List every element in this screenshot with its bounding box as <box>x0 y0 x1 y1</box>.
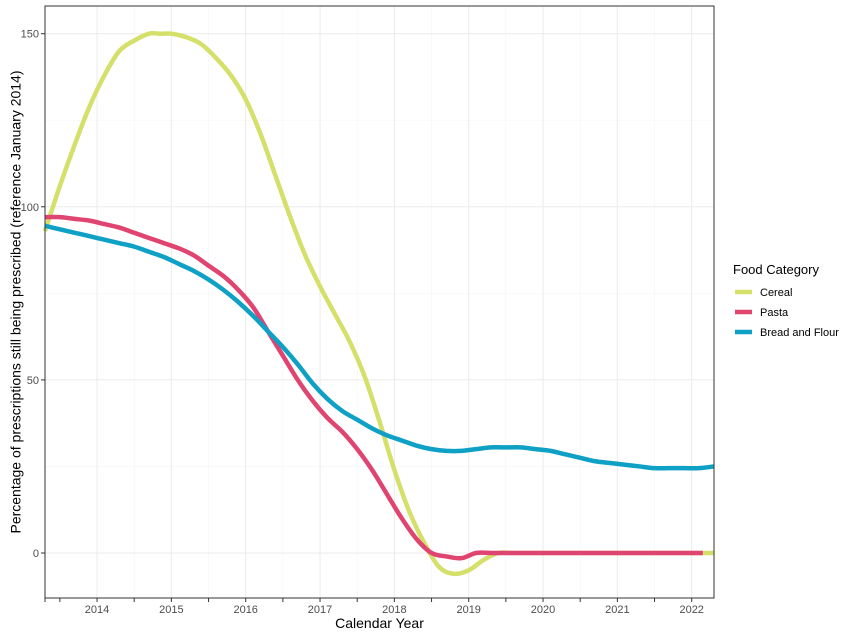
x-tick-label: 2019 <box>456 604 480 616</box>
legend-label-cereal: Cereal <box>760 287 792 299</box>
plot-panel-border <box>44 5 715 599</box>
minor-gridlines <box>45 6 714 598</box>
series-line-pasta <box>44 214 703 561</box>
y-axis-ticks: 0 50 100 150 <box>21 29 45 560</box>
series-lines <box>42 30 715 577</box>
x-tick-label: 2014 <box>85 604 109 616</box>
y-tick-label: 150 <box>21 29 39 41</box>
y-axis-title: Percentage of prescriptions still being … <box>8 70 24 533</box>
legend-label-pasta: Pasta <box>760 307 789 319</box>
y-tick-label: 0 <box>33 548 39 560</box>
legend-items: Cereal Pasta Bread and Flour <box>735 287 839 339</box>
x-tick-label: 2017 <box>308 604 332 616</box>
x-tick-label: 2022 <box>679 604 703 616</box>
legend: Food Category Cereal Pasta Bread and Flour <box>733 262 839 339</box>
legend-title: Food Category <box>733 262 819 277</box>
y-tick-label: 100 <box>21 202 39 214</box>
x-tick-label: 2016 <box>233 604 257 616</box>
x-tick-label: 2020 <box>531 604 555 616</box>
x-tick-label: 2021 <box>605 604 629 616</box>
x-axis-ticks: 2014 2015 2016 2017 2018 2019 2020 2021 2022 <box>44 598 704 616</box>
series-line-bread-and-flour <box>44 223 715 471</box>
legend-label-bread-and-flour: Bread and Flour <box>760 327 839 339</box>
x-tick-label: 2018 <box>382 604 406 616</box>
y-tick-label: 50 <box>27 375 39 387</box>
x-tick-label: 2015 <box>159 604 183 616</box>
x-axis-title: Calendar Year <box>335 615 424 631</box>
